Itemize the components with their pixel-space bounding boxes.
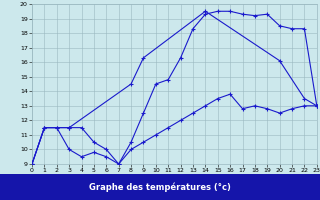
- Text: Graphe des températures (°c): Graphe des températures (°c): [89, 182, 231, 192]
